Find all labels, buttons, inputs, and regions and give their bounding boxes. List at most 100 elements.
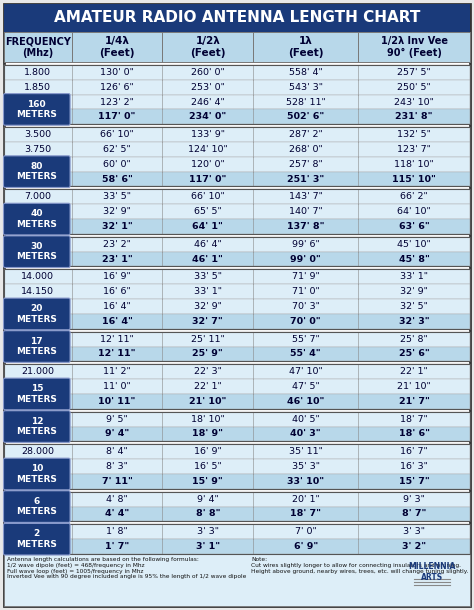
FancyBboxPatch shape — [3, 331, 70, 362]
Bar — [4, 474, 470, 489]
Text: 29.700: 29.700 — [19, 477, 56, 486]
Text: 16' 3": 16' 3" — [400, 462, 428, 471]
Text: 21' 10": 21' 10" — [189, 397, 227, 406]
Text: 22' 1": 22' 1" — [194, 382, 222, 391]
Text: 160
METERS: 160 METERS — [16, 99, 57, 119]
Text: 257' 8": 257' 8" — [289, 160, 323, 169]
Text: 8' 4": 8' 4" — [106, 447, 128, 456]
Text: 70' 3": 70' 3" — [292, 302, 319, 311]
Bar — [4, 80, 470, 95]
Text: 16' 9": 16' 9" — [194, 447, 222, 456]
Text: 32' 5": 32' 5" — [400, 302, 428, 311]
Text: 7.300: 7.300 — [23, 222, 53, 231]
Text: 23' 1": 23' 1" — [101, 254, 132, 264]
Text: Antenna length calculations are based on the following formulas:
1/2 wave dipole: Antenna length calculations are based on… — [7, 557, 246, 580]
Text: 268' 0": 268' 0" — [289, 145, 323, 154]
Text: 12' 11": 12' 11" — [98, 350, 136, 359]
Text: 6
METERS: 6 METERS — [16, 497, 57, 516]
Text: 126' 6": 126' 6" — [100, 83, 134, 92]
Text: 10.100: 10.100 — [21, 240, 55, 249]
Bar — [4, 492, 470, 506]
FancyBboxPatch shape — [3, 491, 70, 522]
Text: 2.000: 2.000 — [23, 112, 53, 121]
Text: 21' 7": 21' 7" — [399, 397, 429, 406]
Bar — [4, 332, 470, 346]
Bar — [4, 364, 470, 379]
Bar — [4, 299, 470, 314]
Text: 9' 4": 9' 4" — [105, 429, 129, 439]
Text: MILLENNIA
ARTS: MILLENNIA ARTS — [408, 562, 456, 582]
Text: 33' 1": 33' 1" — [194, 287, 222, 296]
Text: 243' 10": 243' 10" — [394, 98, 434, 107]
Text: 20
METERS: 20 METERS — [16, 304, 57, 323]
Text: 22' 1": 22' 1" — [400, 367, 428, 376]
Text: 3' 1": 3' 1" — [196, 542, 220, 551]
Text: 115' 10": 115' 10" — [392, 174, 436, 184]
Text: 7.000: 7.000 — [24, 192, 51, 201]
Text: 55' 4": 55' 4" — [291, 350, 321, 359]
Text: 50.000: 50.000 — [21, 495, 55, 504]
Text: 120' 0": 120' 0" — [191, 160, 225, 169]
Text: 11' 2": 11' 2" — [103, 367, 131, 376]
Bar — [4, 346, 470, 361]
Text: 33' 5": 33' 5" — [194, 273, 222, 281]
Text: 1.850: 1.850 — [24, 83, 51, 92]
Text: 66' 10": 66' 10" — [100, 130, 134, 139]
Bar — [4, 127, 470, 187]
Bar — [4, 65, 470, 80]
Text: 1/2λ Inv Vee
90° (Feet): 1/2λ Inv Vee 90° (Feet) — [381, 36, 447, 58]
Bar — [4, 32, 470, 62]
Text: 47' 5": 47' 5" — [292, 382, 319, 391]
Bar — [4, 426, 470, 442]
FancyBboxPatch shape — [3, 236, 70, 267]
Text: 18' 9": 18' 9" — [192, 429, 223, 439]
Text: 1/4λ
(Feet): 1/4λ (Feet) — [99, 36, 135, 58]
Text: 17
METERS: 17 METERS — [16, 337, 57, 356]
Text: 231' 8": 231' 8" — [395, 112, 433, 121]
Text: 22' 3": 22' 3" — [194, 367, 222, 376]
Text: 25' 6": 25' 6" — [399, 350, 429, 359]
Bar — [4, 284, 470, 299]
Text: 502' 6": 502' 6" — [287, 112, 324, 121]
Text: 137' 8": 137' 8" — [287, 222, 325, 231]
Bar — [4, 190, 470, 234]
Text: 143' 7": 143' 7" — [289, 192, 323, 201]
Bar — [4, 237, 470, 252]
Text: 234' 0": 234' 0" — [189, 112, 227, 121]
Text: 23' 2": 23' 2" — [103, 240, 131, 249]
Bar — [4, 204, 470, 219]
Text: 18' 10": 18' 10" — [191, 415, 225, 424]
Bar — [4, 142, 470, 157]
Text: 20' 1": 20' 1" — [292, 495, 319, 504]
Text: 2
METERS: 2 METERS — [16, 529, 57, 549]
Text: 287' 2": 287' 2" — [289, 130, 323, 139]
Text: 60' 0": 60' 0" — [103, 160, 131, 169]
Text: 123' 2": 123' 2" — [100, 98, 134, 107]
Text: 16' 4": 16' 4" — [103, 302, 131, 311]
Text: 16' 7": 16' 7" — [400, 447, 428, 456]
Text: 45' 10": 45' 10" — [397, 240, 431, 249]
Text: 132' 5": 132' 5" — [397, 130, 431, 139]
Text: 24.990: 24.990 — [19, 429, 56, 439]
Text: 148.000: 148.000 — [16, 542, 59, 551]
Text: 21' 10": 21' 10" — [397, 382, 431, 391]
Text: 140' 7": 140' 7" — [289, 207, 323, 216]
FancyBboxPatch shape — [3, 93, 70, 125]
Bar — [4, 314, 470, 329]
Text: 8' 8": 8' 8" — [196, 509, 220, 518]
Text: 543' 3": 543' 3" — [289, 83, 323, 92]
Text: 32' 3": 32' 3" — [399, 317, 429, 326]
Text: 45' 8": 45' 8" — [399, 254, 429, 264]
Text: 35' 11": 35' 11" — [289, 447, 323, 456]
Text: 64' 10": 64' 10" — [397, 207, 431, 216]
Bar — [4, 270, 470, 329]
Text: 117' 0": 117' 0" — [98, 112, 136, 121]
Text: 10' 11": 10' 11" — [98, 397, 136, 406]
Text: 250' 5": 250' 5" — [397, 83, 431, 92]
Text: 18.168: 18.168 — [19, 350, 56, 359]
Text: 1.800: 1.800 — [24, 68, 51, 77]
Bar — [4, 109, 470, 124]
Text: AMATEUR RADIO ANTENNA LENGTH CHART: AMATEUR RADIO ANTENNA LENGTH CHART — [54, 10, 420, 26]
Text: 21.000: 21.000 — [21, 367, 55, 376]
Text: 64' 1": 64' 1" — [192, 222, 223, 231]
